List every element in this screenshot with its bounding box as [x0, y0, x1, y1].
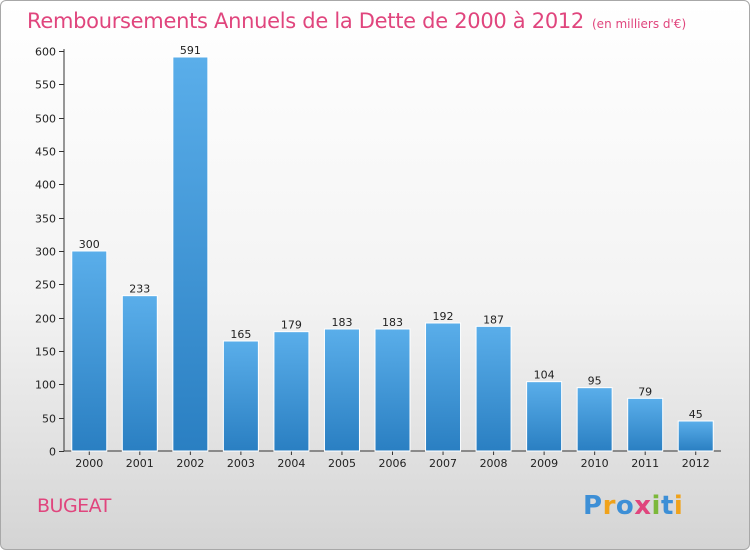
x-tick-label: 2006	[379, 457, 407, 470]
y-tick-label: 50	[42, 413, 56, 426]
y-tick-label: 350	[35, 213, 56, 226]
data-label: 179	[281, 319, 302, 332]
bar	[222, 340, 259, 452]
y-tick-label: 100	[35, 379, 56, 392]
bar	[121, 295, 158, 452]
bar	[425, 322, 462, 452]
logo-letter: x	[634, 491, 652, 521]
y-tick-label: 200	[35, 313, 56, 326]
data-label: 165	[230, 328, 251, 341]
x-tick-label: 2008	[480, 457, 508, 470]
y-tick-label: 300	[35, 246, 56, 259]
x-tick-label: 2009	[530, 457, 558, 470]
x-tick-label: 2012	[682, 457, 710, 470]
bar	[677, 420, 714, 452]
x-tick-label: 2010	[581, 457, 609, 470]
data-label: 591	[180, 44, 201, 57]
proxiti-logo: Proxiti	[583, 491, 683, 521]
bar	[71, 250, 108, 452]
data-label: 183	[382, 316, 403, 329]
data-label: 187	[483, 313, 504, 326]
logo-letter: r	[602, 491, 616, 521]
y-tick-label: 600	[35, 46, 56, 59]
bar	[172, 56, 209, 452]
chart-labels: 2000 300 2001 233 2002 591 2003 165 2004 179 2005 1…	[75, 44, 709, 470]
data-label: 233	[129, 283, 150, 296]
x-tick-label: 2000	[75, 457, 103, 470]
x-tick-label: 2007	[429, 457, 457, 470]
x-tick-label: 2011	[631, 457, 659, 470]
data-label: 45	[689, 408, 703, 421]
logo-letter: t	[660, 491, 674, 521]
bar	[627, 397, 664, 452]
y-tick-label: 250	[35, 279, 56, 292]
chart-title-text: Remboursements Annuels de la Dette de 20…	[27, 9, 584, 33]
chart-unit: (en milliers d'€)	[592, 17, 687, 31]
x-tick-label: 2002	[176, 457, 204, 470]
data-label: 183	[331, 316, 352, 329]
bar	[526, 381, 563, 452]
chart-bars	[71, 56, 714, 452]
bar	[475, 325, 512, 452]
logo-letter: P	[583, 491, 603, 521]
bar	[273, 331, 310, 452]
bar	[374, 328, 411, 452]
data-label: 95	[588, 375, 602, 388]
y-tick-label: 500	[35, 113, 56, 126]
data-label: 79	[638, 385, 652, 398]
logo-letter: i	[651, 491, 661, 521]
x-tick-label: 2001	[126, 457, 154, 470]
logo-letter: o	[615, 491, 635, 521]
chart-title: Remboursements Annuels de la Dette de 20…	[27, 9, 686, 33]
y-tick-label: 550	[35, 79, 56, 92]
data-label: 192	[433, 310, 454, 323]
bar	[323, 328, 360, 452]
y-tick-label: 400	[35, 179, 56, 192]
x-tick-label: 2004	[277, 457, 305, 470]
y-tick-label: 150	[35, 346, 56, 359]
y-tick-label: 450	[35, 146, 56, 159]
data-label: 104	[534, 369, 555, 382]
x-tick-label: 2003	[227, 457, 255, 470]
bar	[576, 387, 613, 452]
y-tick-label: 0	[49, 446, 56, 459]
logo-letter: i	[673, 491, 684, 521]
data-label: 300	[79, 238, 100, 251]
x-tick-label: 2005	[328, 457, 356, 470]
commune-name: BUGEAT	[37, 495, 111, 517]
